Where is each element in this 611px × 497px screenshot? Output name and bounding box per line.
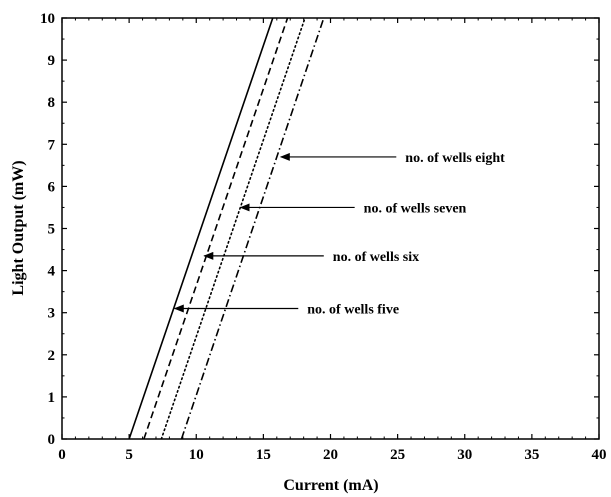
annotation-label: no. of wells six <box>333 250 419 265</box>
series-line-dashed <box>143 18 289 439</box>
y-tick-label: 4 <box>48 264 56 280</box>
y-axis-title: Light Output (mW) <box>10 160 27 295</box>
annotation-label: no. of wells seven <box>364 201 467 216</box>
y-tick-label: 10 <box>40 11 55 27</box>
x-tick-label: 10 <box>189 447 204 463</box>
axis-ticks <box>61 17 600 440</box>
x-tick-label: 0 <box>58 447 66 463</box>
plot-frame <box>61 17 600 440</box>
axis-tick-labels: 0 5 10 15 20 25 30 35 40 0 1 2 3 4 5 6 7 8 9 10 <box>40 11 607 463</box>
y-tick-label: 0 <box>48 432 56 448</box>
y-tick-label: 1 <box>48 390 56 406</box>
y-tick-label: 9 <box>48 53 56 69</box>
x-tick-label: 25 <box>390 447 405 463</box>
x-axis-title: Current (mA) <box>283 477 378 494</box>
x-tick-label: 15 <box>256 447 271 463</box>
x-tick-label: 30 <box>457 447 472 463</box>
y-tick-label: 7 <box>48 137 56 153</box>
series-line-dotted <box>160 18 306 439</box>
x-tick-label: 20 <box>323 447 338 463</box>
series-line-solid <box>128 18 274 439</box>
x-tick-label: 5 <box>125 447 133 463</box>
y-tick-label: 2 <box>48 348 56 364</box>
x-tick-label: 40 <box>592 447 607 463</box>
series-line-dashdot <box>180 18 325 439</box>
y-tick-label: 6 <box>48 179 56 195</box>
y-tick-label: 5 <box>48 222 56 238</box>
y-tick-label: 3 <box>48 306 56 322</box>
y-tick-label: 8 <box>48 95 56 111</box>
x-tick-label: 35 <box>524 447 539 463</box>
annotation-label: no. of wells eight <box>405 151 505 166</box>
annotations: no. of wells eight no. of wells seven no. … <box>173 151 505 317</box>
series-lines <box>128 18 325 439</box>
annotation-label: no. of wells five <box>307 302 399 317</box>
